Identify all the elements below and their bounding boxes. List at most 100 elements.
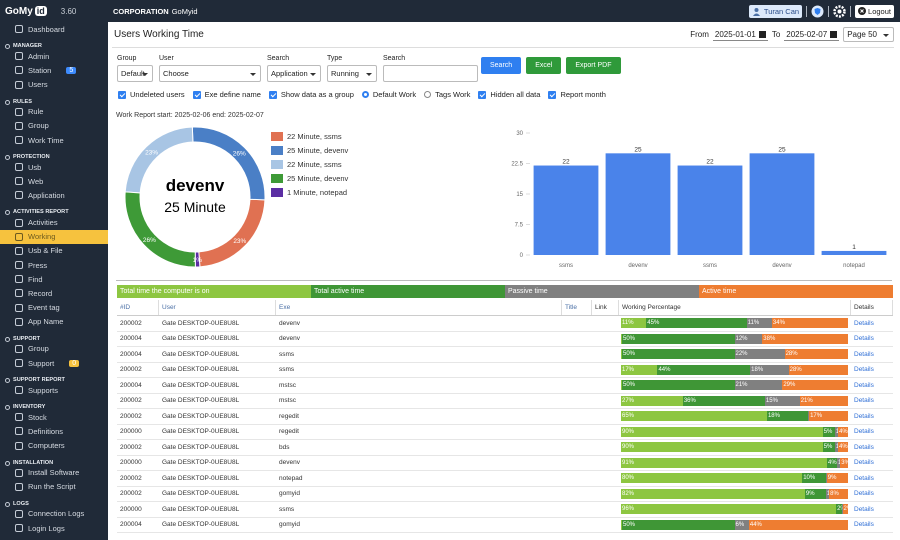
cell-exe: gomyid [276, 521, 562, 528]
from-date[interactable]: 2025-01-01 [713, 29, 768, 41]
option[interactable]: Show data as a group [269, 90, 354, 99]
details-link[interactable]: Details [851, 428, 893, 435]
menu-item[interactable]: Dashboard [0, 22, 108, 36]
option[interactable]: Hidden all data [478, 90, 540, 99]
menu-item[interactable]: Rule [0, 105, 108, 119]
menu-item[interactable]: Usb & File [0, 244, 108, 258]
badge: 5 [66, 67, 76, 74]
menu-item[interactable]: Definitions [0, 424, 108, 438]
menu-item[interactable]: Application [0, 188, 108, 202]
menu-item[interactable]: Station5 [0, 63, 108, 77]
menu-item[interactable]: Activities [0, 215, 108, 229]
y-tick-label: 7.5 [515, 223, 524, 229]
cell-exe: regedit [276, 413, 562, 420]
menu-item[interactable]: Install Software [0, 466, 108, 480]
option[interactable]: Default Work [362, 90, 416, 99]
details-link[interactable]: Details [851, 335, 893, 342]
settings-button[interactable] [833, 5, 846, 18]
details-link[interactable]: Details [851, 351, 893, 358]
shield-button[interactable] [811, 5, 824, 18]
menu-item[interactable]: Users [0, 77, 108, 91]
percentage-segment: 28% [789, 365, 848, 375]
to-date[interactable]: 2025-02-07 [784, 29, 839, 41]
filter-input[interactable]: Running [327, 65, 377, 82]
bar [678, 166, 743, 255]
menu-item[interactable]: Record [0, 286, 108, 300]
menu-item[interactable]: Run the Script [0, 480, 108, 494]
cell-user: Gate DESKTOP-0UE8U8L [159, 413, 276, 420]
segment-label: 12% [736, 336, 748, 342]
details-link[interactable]: Details [851, 459, 893, 466]
details-link[interactable]: Details [851, 490, 893, 497]
menu-item[interactable]: Support0 [0, 356, 108, 370]
segment-label: 44% [658, 367, 670, 373]
menu-heading: INSTALLATION [0, 453, 108, 466]
details-link[interactable]: Details [851, 366, 893, 373]
filter-input[interactable]: Choose [159, 65, 261, 82]
option[interactable]: Tags Work [424, 90, 470, 99]
logout-icon [858, 7, 866, 15]
legend-cell: Active time [699, 285, 893, 298]
filter-input[interactable]: Application [267, 65, 321, 82]
percentage-segment: 18% [750, 365, 789, 375]
option[interactable]: Undeleted users [118, 90, 185, 99]
menu-item[interactable]: Work Time [0, 133, 108, 147]
button[interactable]: Export PDF [566, 57, 620, 74]
column-header: Title [562, 300, 592, 315]
menu-heading: LOGS [0, 494, 108, 507]
menu-label: Users [28, 80, 48, 89]
menu-item[interactable]: Usb [0, 160, 108, 174]
menu-label: Stock [28, 413, 47, 422]
menu-icon [15, 442, 23, 450]
segment-label: 1% [193, 257, 203, 264]
menu-item[interactable]: Connection Logs [0, 507, 108, 521]
menu-label: Working [28, 232, 55, 241]
page-size[interactable]: Page 50 [843, 27, 894, 42]
details-link[interactable]: Details [851, 506, 893, 513]
details-link[interactable]: Details [851, 320, 893, 327]
details-link[interactable]: Details [851, 397, 893, 404]
details-link[interactable]: Details [851, 382, 893, 389]
filter-input[interactable]: Default [117, 65, 153, 82]
details-link[interactable]: Details [851, 521, 893, 528]
percentage-segment: 8% [829, 489, 848, 499]
menu-item[interactable]: Admin [0, 49, 108, 63]
percentage-segment: 28% [785, 349, 848, 359]
menu-icon [15, 219, 23, 227]
percentage-segment: 21% [735, 380, 783, 390]
menu: DashboardMANAGERAdminStation5UsersRULESR… [0, 22, 108, 535]
segment-label: 45% [647, 320, 659, 326]
option[interactable]: Report month [548, 90, 605, 99]
button[interactable]: Search [481, 57, 521, 74]
legend-swatch [271, 132, 283, 141]
menu-item[interactable]: Group [0, 342, 108, 356]
menu-item[interactable]: Group [0, 119, 108, 133]
details-link[interactable]: Details [851, 413, 893, 420]
user-button[interactable]: Turan Can [749, 5, 802, 18]
menu-item[interactable]: Press [0, 258, 108, 272]
menu-item[interactable]: Web [0, 174, 108, 188]
filter-label: User [159, 55, 261, 62]
menu-icon [15, 177, 23, 185]
menu-item[interactable]: Stock [0, 410, 108, 424]
y-tick-label: 30 [516, 131, 523, 137]
button[interactable]: Excel [526, 57, 561, 74]
logout-button[interactable]: Logout [855, 5, 894, 18]
option-label: Default Work [373, 90, 416, 99]
menu-item[interactable]: Login Logs [0, 521, 108, 535]
details-link[interactable]: Details [851, 444, 893, 451]
menu-item[interactable]: Working [0, 230, 108, 244]
buttons: Search Excel Export PDF [481, 57, 621, 74]
percentage-segment: 50% [622, 380, 735, 390]
menu-item[interactable]: Find [0, 272, 108, 286]
menu-item[interactable]: Supports [0, 383, 108, 397]
menu-item[interactable]: Event tag [0, 301, 108, 315]
menu-item[interactable]: App Name [0, 315, 108, 329]
legend-cell: Total active time [311, 285, 505, 298]
details-link[interactable]: Details [851, 475, 893, 482]
menu-item[interactable]: Computers [0, 439, 108, 453]
option[interactable]: Exe define name [193, 90, 261, 99]
filter-input[interactable] [383, 65, 478, 82]
menu-icon [15, 318, 23, 326]
menu-icon [15, 122, 23, 130]
